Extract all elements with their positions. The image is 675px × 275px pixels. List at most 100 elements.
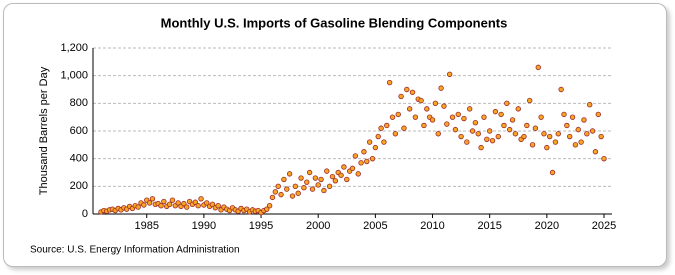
data-point <box>595 111 601 118</box>
data-point <box>424 106 430 112</box>
data-point <box>306 169 313 176</box>
data-point <box>526 97 533 104</box>
data-point <box>575 126 581 133</box>
data-point <box>524 122 530 129</box>
data-point <box>452 126 459 133</box>
x-tick-label: 2005 <box>363 220 387 232</box>
data-point <box>175 200 181 206</box>
data-point <box>184 204 190 210</box>
data-point <box>298 175 304 181</box>
data-point <box>538 114 544 120</box>
y-tick-label: 800 <box>70 97 88 109</box>
data-point <box>498 111 504 118</box>
data-point <box>349 165 356 172</box>
data-point <box>489 137 496 144</box>
data-point <box>484 136 490 142</box>
data-point <box>326 183 333 190</box>
data-point <box>461 115 467 122</box>
data-point <box>141 202 147 208</box>
data-point <box>601 155 607 162</box>
data-point <box>435 131 441 137</box>
x-tick-label: 1990 <box>192 220 216 232</box>
data-point <box>321 187 327 194</box>
data-point <box>589 128 596 134</box>
data-point <box>429 117 436 123</box>
data-point <box>472 119 479 126</box>
data-point <box>501 122 507 129</box>
data-point <box>286 171 293 177</box>
x-tick-label: 2010 <box>420 220 444 232</box>
data-point <box>278 191 284 198</box>
data-point <box>181 200 187 207</box>
data-point <box>584 131 590 137</box>
data-point <box>481 114 487 120</box>
data-point <box>572 142 579 148</box>
data-point <box>209 201 216 208</box>
data-point <box>587 102 593 108</box>
data-point <box>295 190 301 196</box>
data-point <box>269 194 276 201</box>
data-point <box>581 117 587 123</box>
x-tick-label: 2000 <box>306 220 330 232</box>
data-point <box>198 196 204 202</box>
data-point <box>486 128 493 134</box>
data-point <box>312 175 319 181</box>
data-point <box>549 169 556 176</box>
data-point <box>558 86 564 93</box>
data-point <box>529 142 536 148</box>
data-point <box>315 182 321 188</box>
data-point <box>341 164 347 170</box>
data-point <box>301 185 307 191</box>
data-point <box>289 193 296 199</box>
data-point <box>309 186 316 192</box>
data-point <box>404 86 410 93</box>
data-point <box>384 122 390 129</box>
data-point <box>215 202 221 209</box>
data-point <box>492 108 499 115</box>
data-point <box>532 125 539 131</box>
data-point <box>375 133 381 140</box>
x-tick-label: 1995 <box>249 220 273 232</box>
data-point <box>401 125 407 131</box>
data-point <box>329 173 336 180</box>
data-point <box>578 139 584 145</box>
chart-title: Monthly U.S. Imports of Gasoline Blendin… <box>161 15 508 30</box>
data-point <box>444 121 450 127</box>
data-point <box>466 106 473 112</box>
data-point <box>364 158 370 165</box>
data-point <box>352 153 359 159</box>
data-point <box>398 93 404 100</box>
y-axis-label: Thousand Barrels per Day <box>38 66 50 195</box>
data-point <box>395 111 401 118</box>
y-tick-label: 0 <box>82 208 88 220</box>
data-point <box>406 106 413 112</box>
data-point <box>392 131 399 137</box>
data-point <box>192 199 199 205</box>
data-point <box>412 114 419 120</box>
data-point <box>264 206 270 212</box>
data-point <box>449 114 456 120</box>
data-point <box>378 125 384 131</box>
data-point <box>344 176 350 183</box>
data-point <box>438 85 444 91</box>
data-point <box>369 155 376 162</box>
data-point <box>455 111 461 118</box>
data-point <box>512 131 519 137</box>
data-point <box>166 201 173 208</box>
x-tick-label: 1985 <box>134 220 158 232</box>
data-point <box>304 179 310 185</box>
data-point <box>569 114 576 120</box>
data-point <box>541 131 547 137</box>
data-point <box>195 202 201 209</box>
data-point <box>506 126 513 133</box>
data-point <box>381 139 387 145</box>
data-point <box>135 204 141 210</box>
source-note: Source: U.S. Energy Information Administ… <box>30 245 240 256</box>
data-point <box>464 139 470 145</box>
data-point <box>432 100 439 107</box>
data-point <box>149 196 156 202</box>
data-point <box>561 111 567 118</box>
data-point <box>418 97 424 104</box>
data-point <box>361 149 367 155</box>
data-point <box>366 139 373 145</box>
